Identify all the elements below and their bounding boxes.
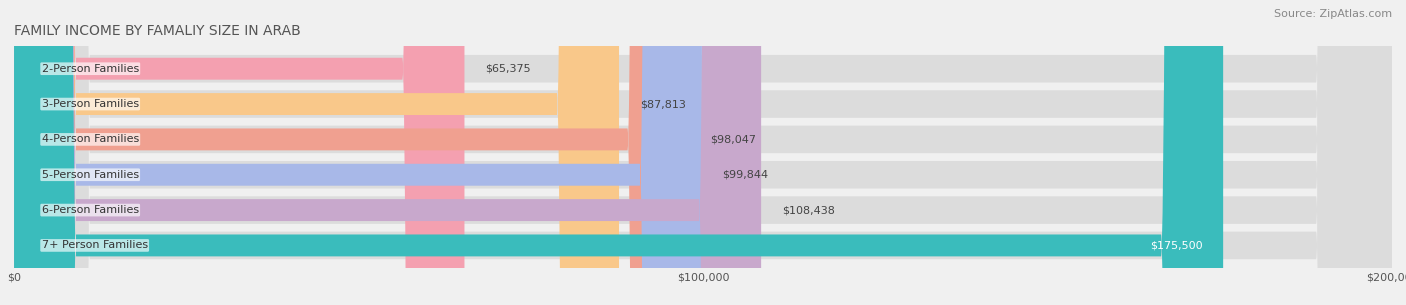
Text: 2-Person Families: 2-Person Families bbox=[42, 64, 139, 74]
FancyBboxPatch shape bbox=[14, 0, 1392, 305]
Text: $87,813: $87,813 bbox=[640, 99, 686, 109]
Text: 3-Person Families: 3-Person Families bbox=[42, 99, 139, 109]
FancyBboxPatch shape bbox=[14, 0, 1392, 305]
FancyBboxPatch shape bbox=[14, 0, 619, 305]
FancyBboxPatch shape bbox=[14, 0, 1392, 305]
FancyBboxPatch shape bbox=[14, 0, 702, 305]
FancyBboxPatch shape bbox=[14, 0, 689, 305]
Text: 7+ Person Families: 7+ Person Families bbox=[42, 240, 148, 250]
FancyBboxPatch shape bbox=[14, 0, 761, 305]
Text: 5-Person Families: 5-Person Families bbox=[42, 170, 139, 180]
Text: FAMILY INCOME BY FAMALIY SIZE IN ARAB: FAMILY INCOME BY FAMALIY SIZE IN ARAB bbox=[14, 24, 301, 38]
Text: $99,844: $99,844 bbox=[723, 170, 769, 180]
Text: $65,375: $65,375 bbox=[485, 64, 530, 74]
Text: $98,047: $98,047 bbox=[710, 135, 756, 144]
FancyBboxPatch shape bbox=[14, 0, 464, 305]
Text: 6-Person Families: 6-Person Families bbox=[42, 205, 139, 215]
Text: $175,500: $175,500 bbox=[1150, 240, 1202, 250]
FancyBboxPatch shape bbox=[14, 0, 1392, 305]
FancyBboxPatch shape bbox=[14, 0, 1392, 305]
FancyBboxPatch shape bbox=[14, 0, 1392, 305]
Text: 4-Person Families: 4-Person Families bbox=[42, 135, 139, 144]
Text: $108,438: $108,438 bbox=[782, 205, 835, 215]
Text: Source: ZipAtlas.com: Source: ZipAtlas.com bbox=[1274, 9, 1392, 19]
FancyBboxPatch shape bbox=[14, 0, 1223, 305]
